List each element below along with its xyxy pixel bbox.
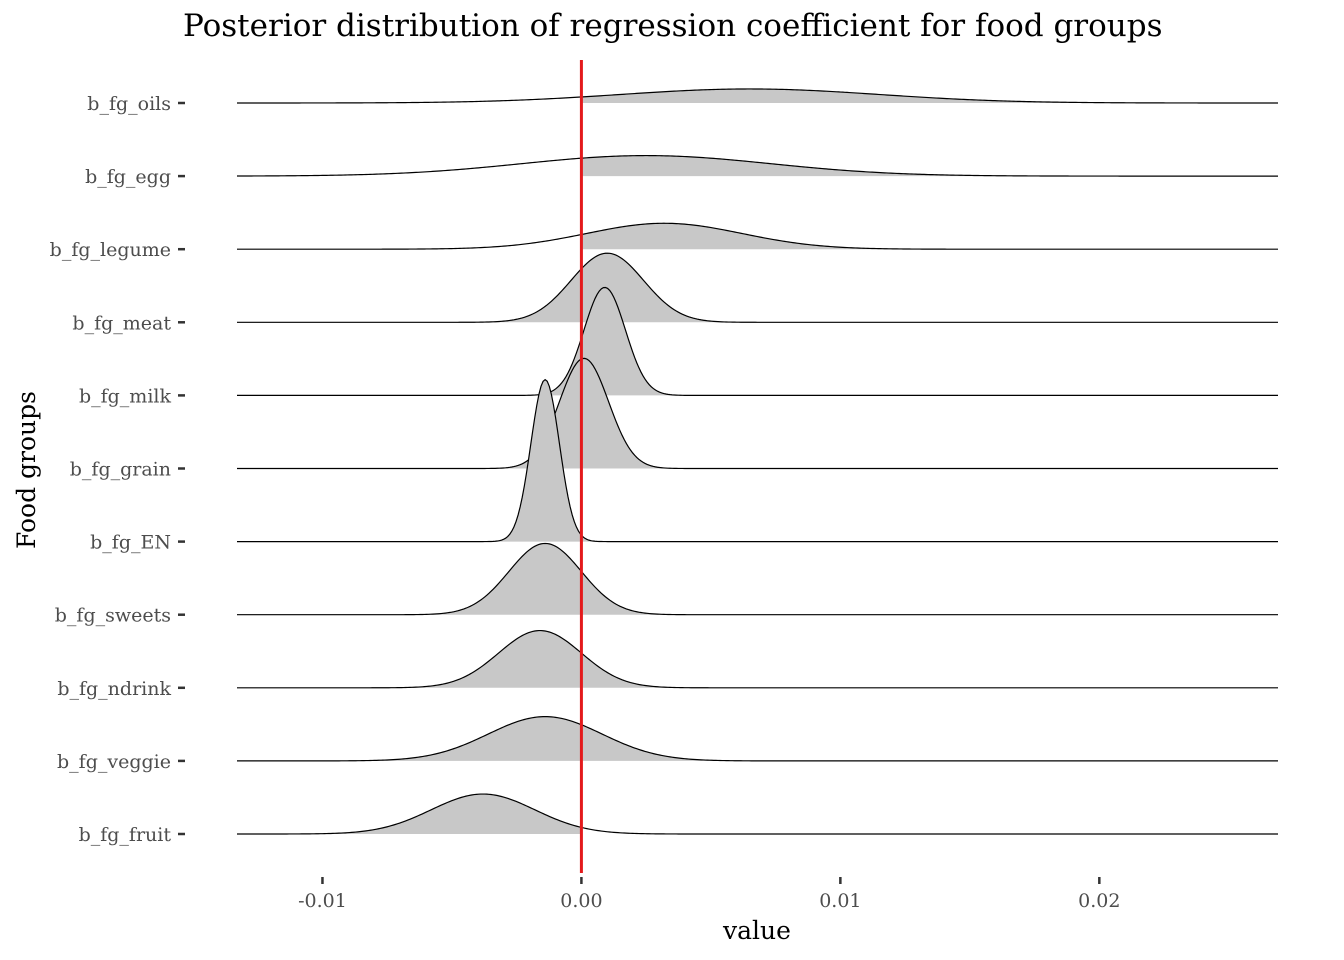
x-tick-label: 0.02 [1078, 890, 1120, 912]
ridge-backing-b_fg_milk [237, 287, 1278, 396]
ridge-b_fg_milk [237, 286, 1278, 396]
ridge-b_fg_veggie [237, 716, 1278, 762]
chart-title: Posterior distribution of regression coe… [183, 8, 1163, 44]
ridge-fill-b_fg_fruit [237, 794, 581, 834]
ridge-b_fg_grain [237, 357, 1278, 470]
ridge-fill-b_fg_grain [237, 358, 1278, 469]
ridge-backing-b_fg_EN [237, 379, 1278, 542]
ridge-b_fg_ndrink [237, 629, 1278, 689]
x-axis: -0.01 0.00 0.01 0.02 [298, 877, 1120, 912]
ridge-line-b_fg_legume [237, 222, 1278, 250]
y-tick-label-b_fg_egg: b_fg_egg [85, 166, 171, 188]
ridge-fill-b_fg_EN [237, 379, 1278, 542]
ridge-fill-b_fg_sweets [237, 543, 1278, 615]
ridge-fill-b_fg_meat [237, 253, 1278, 323]
y-tick-label-b_fg_EN: b_fg_EN [90, 532, 171, 554]
y-tick-label-b_fg_meat: b_fg_meat [72, 312, 171, 334]
x-tick-label: 0.00 [560, 890, 602, 912]
ridge-backing-b_fg_grain [237, 358, 1278, 469]
y-tick-label-b_fg_ndrink: b_fg_ndrink [57, 678, 171, 700]
y-tick-label-b_fg_sweets: b_fg_sweets [55, 605, 171, 627]
ridge-b_fg_egg [236, 154, 1278, 177]
ridge-b_fg_legume [237, 222, 1278, 250]
ridge-line-b_fg_oils [237, 88, 1278, 104]
y-axis: b_fg_oils b_fg_egg b_fg_legume b_fg_meat b_f… [50, 93, 185, 846]
x-tick-label: 0.01 [819, 890, 861, 912]
y-tick-label-b_fg_oils: b_fg_oils [87, 93, 171, 115]
ridge-fill-b_fg_oils [582, 88, 1278, 103]
ridge-line-b_fg_veggie [237, 716, 1278, 762]
ridge-line-b_fg_EN [237, 378, 1278, 543]
ridge-line-b_fg_meat [237, 252, 1278, 323]
ridge-fill-b_fg_egg [582, 155, 1278, 177]
ridge-backing-b_fg_ndrink [237, 630, 1278, 688]
ridge-line-b_fg_sweets [237, 542, 1278, 616]
ridge-line-b_fg_ndrink [237, 629, 1278, 689]
ridge-backing-b_fg_veggie [237, 716, 1278, 761]
ridge-b_fg_oils [237, 88, 1278, 104]
y-tick-label-b_fg_milk: b_fg_milk [79, 385, 172, 407]
y-tick-label-b_fg_grain: b_fg_grain [70, 459, 171, 481]
ridge-line-b_fg_grain [237, 357, 1278, 470]
x-tick-label: -0.01 [298, 890, 347, 912]
ridge-fill-b_fg_legume [582, 223, 1278, 250]
ridge-b_fg_fruit [237, 793, 1278, 835]
y-tick-label-b_fg_veggie: b_fg_veggie [57, 751, 171, 773]
ridge-line-b_fg_milk [237, 286, 1278, 396]
ridge-fill-b_fg_milk [237, 287, 1278, 396]
ridge-fill-b_fg_veggie [237, 716, 1278, 761]
ridge-line-b_fg_fruit [237, 793, 1278, 835]
ridges-layer [236, 88, 1278, 835]
ridge-backing-b_fg_meat [237, 253, 1278, 323]
ridge-b_fg_EN [237, 378, 1278, 543]
ridge-backing-b_fg_sweets [237, 543, 1278, 615]
y-tick-label-b_fg_fruit: b_fg_fruit [79, 824, 172, 846]
ridge-b_fg_sweets [237, 542, 1278, 616]
y-axis-title: Food groups [12, 391, 41, 549]
ridge-line-b_fg_egg [236, 154, 1278, 177]
ridge-fill-b_fg_ndrink [237, 630, 1278, 688]
x-axis-title: value [722, 916, 791, 945]
ridge-b_fg_meat [237, 252, 1278, 323]
y-tick-label-b_fg_legume: b_fg_legume [50, 239, 171, 261]
